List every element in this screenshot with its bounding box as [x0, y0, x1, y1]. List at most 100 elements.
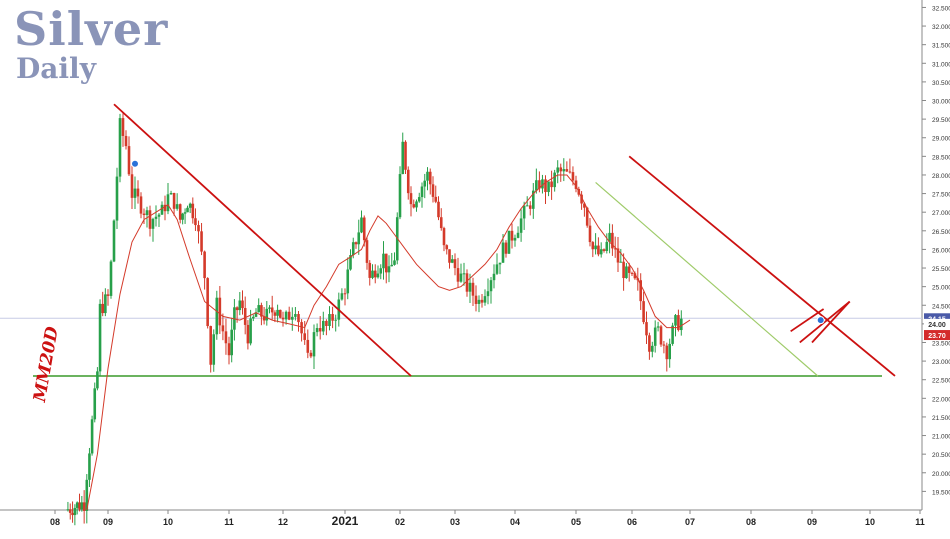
- candle-body: [238, 300, 242, 311]
- candle-body: [297, 314, 300, 323]
- candle-body: [133, 188, 137, 198]
- candle-body: [630, 272, 634, 274]
- y-tick-label: 30.500: [932, 80, 950, 87]
- trendline: [811, 300, 851, 344]
- chart-subtitle: Daily: [16, 52, 96, 85]
- x-tick-label: 08: [746, 517, 756, 527]
- candle-body: [583, 203, 586, 208]
- candle-body: [85, 479, 89, 511]
- candle-body: [504, 242, 508, 254]
- x-tick-label: 09: [807, 517, 817, 527]
- candle-body: [312, 332, 316, 357]
- candle-body: [619, 261, 623, 263]
- candle-body: [241, 300, 244, 309]
- y-tick-label: 27.000: [932, 210, 950, 217]
- candle-body: [257, 305, 260, 313]
- candle-body: [662, 344, 666, 346]
- candle-body: [605, 241, 609, 251]
- candle-body: [656, 326, 660, 328]
- candle-body: [471, 282, 475, 296]
- x-tick-label: 10: [865, 517, 875, 527]
- candle-body: [642, 301, 645, 323]
- candle-body: [169, 193, 173, 195]
- candle-body: [486, 291, 490, 297]
- candle-body: [528, 205, 532, 209]
- candle-body: [462, 273, 466, 275]
- candle-body: [390, 264, 394, 267]
- y-tick-label: 28.500: [932, 154, 950, 161]
- candle-body: [96, 371, 99, 389]
- candle-body: [75, 502, 79, 508]
- candle-body: [453, 259, 457, 269]
- candle-body: [568, 171, 572, 173]
- candle-body: [498, 262, 502, 265]
- x-tick-label: 02: [395, 517, 405, 527]
- candle-body: [254, 312, 258, 317]
- candle-body: [331, 314, 334, 321]
- candle-body: [224, 331, 228, 344]
- x-tick-label: 04: [510, 517, 520, 527]
- candle-body: [602, 249, 606, 251]
- candle-body: [387, 266, 391, 273]
- candle-body: [439, 217, 443, 229]
- candle-body: [559, 167, 563, 172]
- candle-body: [639, 280, 642, 302]
- candle-body: [412, 204, 416, 208]
- candle-body: [409, 193, 413, 205]
- candle-body: [235, 307, 239, 311]
- marker-dot: [816, 316, 825, 325]
- y-tick-label: 22.500: [932, 378, 950, 385]
- x-tick-label: 09: [103, 517, 113, 527]
- candle-body: [516, 232, 520, 238]
- candle-body: [423, 180, 427, 187]
- y-tick-label: 22.000: [932, 396, 950, 403]
- candle-body: [284, 311, 288, 320]
- candle-body: [218, 297, 222, 326]
- y-tick-label: 25.500: [932, 266, 950, 273]
- y-tick-label: 23.500: [932, 340, 950, 347]
- candle-body: [121, 118, 125, 136]
- candle-body: [510, 230, 514, 241]
- candle-body: [519, 218, 523, 233]
- y-tick-label: 21.500: [932, 415, 950, 422]
- candle-body: [417, 197, 421, 202]
- candle-body: [151, 218, 155, 229]
- candle-body: [88, 453, 91, 480]
- candle-body: [622, 261, 625, 279]
- y-tick-label: 28.000: [932, 173, 950, 180]
- candle-body: [104, 294, 107, 314]
- candle-body: [653, 327, 657, 346]
- trendline: [628, 155, 896, 377]
- candle-body: [98, 303, 102, 372]
- trendline: [595, 181, 819, 377]
- candle-body: [562, 169, 566, 172]
- y-tick-label: 24.500: [932, 303, 950, 310]
- y-tick-label: 19.500: [932, 489, 950, 496]
- candle-body: [535, 180, 538, 191]
- candle-body: [93, 388, 97, 420]
- candle-body: [580, 194, 583, 204]
- candle-body: [246, 324, 250, 344]
- candle-body: [80, 502, 84, 510]
- candle-body: [186, 207, 189, 213]
- candle-body: [166, 194, 170, 212]
- candle-body: [532, 190, 535, 209]
- candle-body: [599, 249, 603, 255]
- candle-body: [209, 326, 212, 365]
- candle-body: [371, 270, 374, 278]
- candle-body: [78, 502, 81, 510]
- y-tick-label: 29.500: [932, 117, 950, 124]
- candle-body: [227, 343, 231, 356]
- trendline: [113, 103, 412, 377]
- candle-body: [415, 201, 418, 208]
- candle-body: [633, 273, 637, 279]
- x-tick-label: 03: [450, 517, 460, 527]
- candle-body: [556, 167, 559, 173]
- candle-body: [303, 333, 306, 340]
- candle-body: [309, 352, 313, 357]
- x-tick-label: 11: [915, 517, 925, 527]
- candle-body: [665, 345, 669, 360]
- candle-body: [550, 181, 553, 188]
- candle-body: [243, 308, 247, 325]
